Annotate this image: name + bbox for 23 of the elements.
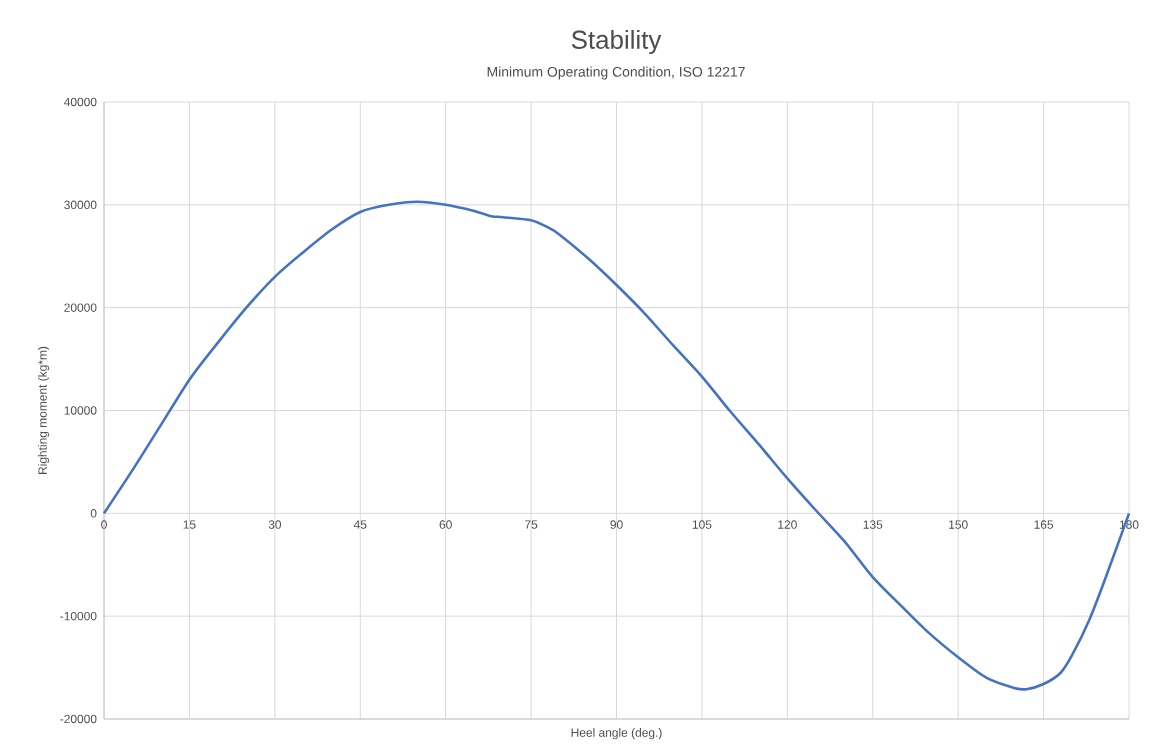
x-tick-label: 150	[949, 520, 968, 529]
x-tick-label: 90	[610, 520, 623, 529]
x-tick-label: 15	[183, 520, 196, 529]
x-tick-label: 165	[1034, 520, 1054, 529]
y-tick-label: 40000	[64, 97, 97, 107]
x-tick-label: 135	[863, 520, 883, 529]
y-tick-label: 10000	[64, 406, 97, 415]
y-axis-title: Righting moment (kg*m)	[37, 346, 50, 474]
x-tick-label: 45	[353, 520, 367, 529]
x-tick-label: 75	[525, 520, 538, 529]
x-tick-label: 105	[692, 520, 712, 529]
y-tick-label: 30000	[64, 200, 97, 210]
x-axis-title: Heel angle (deg.)	[571, 728, 662, 740]
x-tick-label: 30	[268, 520, 282, 529]
y-tick-label: 20000	[64, 303, 97, 312]
x-tick-label: 60	[439, 520, 452, 529]
chart-title: Stability	[571, 29, 662, 55]
y-tick-label: -10000	[60, 611, 97, 621]
x-tick-label: 120	[778, 520, 797, 529]
y-tick-label: -20000	[60, 714, 97, 724]
y-tick-label: 0	[90, 509, 97, 518]
x-tick-label: 0	[101, 520, 107, 529]
chart-subtitle: Minimum Operating Condition, ISO 12217	[487, 66, 745, 80]
